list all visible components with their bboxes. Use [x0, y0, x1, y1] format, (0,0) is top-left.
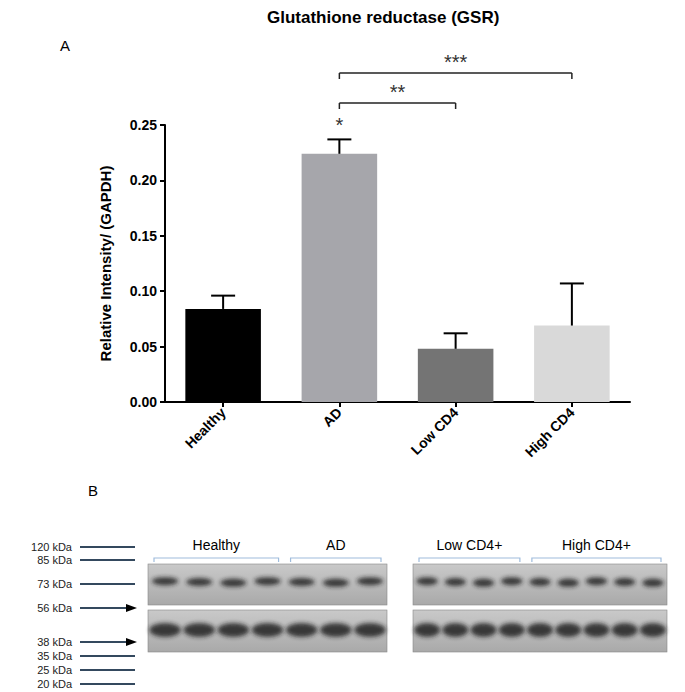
- svg-text:A: A: [60, 37, 70, 54]
- svg-text:Low CD4+: Low CD4+: [437, 537, 503, 553]
- svg-text:*: *: [335, 114, 343, 136]
- svg-text:120 kDa: 120 kDa: [31, 541, 73, 553]
- svg-text:AD: AD: [326, 537, 345, 553]
- svg-text:56 kDa: 56 kDa: [37, 602, 73, 614]
- svg-text:35 kDa: 35 kDa: [37, 650, 73, 662]
- svg-text:Low CD4: Low CD4: [408, 404, 462, 458]
- svg-text:Healthy: Healthy: [182, 404, 229, 451]
- svg-text:73 kDa: 73 kDa: [37, 578, 73, 590]
- svg-text:20 kDa: 20 kDa: [37, 678, 73, 690]
- svg-text:38 kDa: 38 kDa: [37, 636, 73, 648]
- svg-text:High CD4+: High CD4+: [562, 537, 631, 553]
- svg-text:0.20: 0.20: [130, 172, 157, 188]
- svg-text:25 kDa: 25 kDa: [37, 664, 73, 676]
- svg-text:Relative Intensity/ (GAPDH): Relative Intensity/ (GAPDH): [97, 166, 114, 362]
- svg-text:High CD4: High CD4: [522, 404, 578, 460]
- svg-text:***: ***: [444, 51, 468, 73]
- svg-text:85 kDa: 85 kDa: [37, 554, 73, 566]
- svg-text:Healthy: Healthy: [193, 537, 240, 553]
- svg-text:0.05: 0.05: [130, 339, 157, 355]
- svg-text:0.25: 0.25: [130, 117, 157, 133]
- svg-text:0.00: 0.00: [130, 394, 157, 410]
- svg-text:0.15: 0.15: [130, 228, 157, 244]
- svg-text:**: **: [390, 81, 406, 103]
- svg-text:AD: AD: [319, 404, 345, 430]
- svg-text:0.10: 0.10: [130, 283, 157, 299]
- svg-text:Glutathione reductase (GSR): Glutathione reductase (GSR): [267, 8, 499, 27]
- svg-text:B: B: [88, 482, 98, 499]
